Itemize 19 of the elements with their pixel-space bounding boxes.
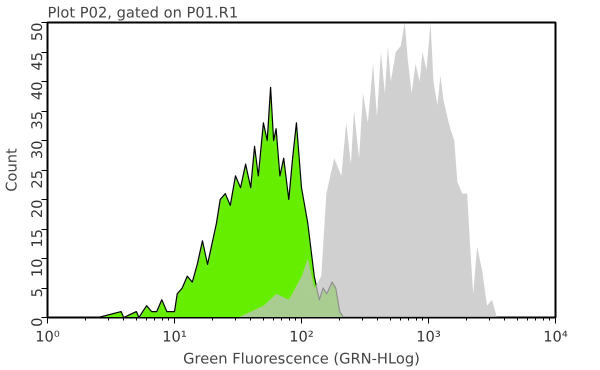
x-tick-label: 10⁰ — [35, 328, 60, 346]
y-tick-label: 45 — [29, 52, 46, 71]
y-tick-label: 5 — [29, 288, 46, 298]
x-tick-label: 10² — [289, 328, 314, 346]
y-tick-label: 40 — [29, 81, 46, 100]
y-tick-label: 25 — [29, 170, 46, 189]
x-tick-label: 10³ — [416, 328, 441, 346]
chart-title: Plot P02, gated on P01.R1 — [48, 4, 238, 22]
x-tick-label: 10¹ — [162, 328, 187, 346]
y-tick-label: 15 — [29, 228, 46, 248]
x-tick-label: 10⁴ — [543, 328, 568, 346]
y-tick-label: 0 — [29, 317, 46, 327]
y-axis-title: Count — [4, 148, 20, 192]
y-tick-label: 50 — [29, 22, 46, 42]
y-tick-label: 35 — [29, 110, 46, 130]
x-axis-title: Green Fluorescence (GRN-HLog) — [183, 350, 420, 368]
y-tick-label: 30 — [29, 140, 46, 160]
y-tick-label: 10 — [29, 258, 46, 278]
y-tick-label: 20 — [29, 199, 46, 218]
